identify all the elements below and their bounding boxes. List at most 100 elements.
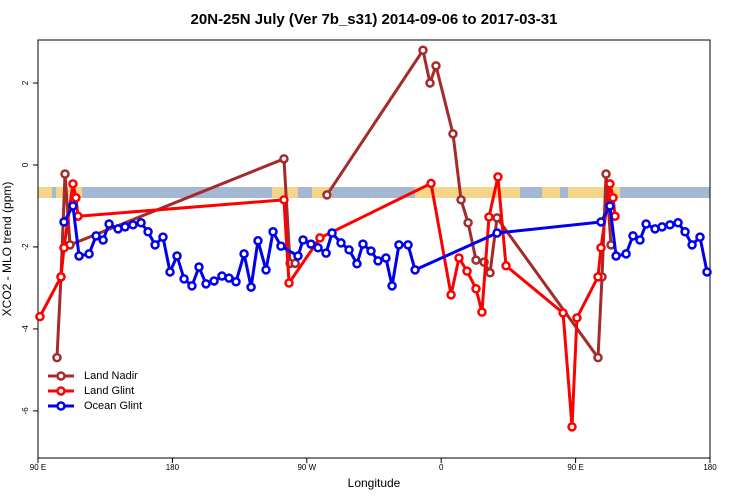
- data-point: [680, 227, 690, 237]
- data-point: [628, 231, 638, 241]
- x-tick-label: 90 W: [297, 463, 316, 472]
- data-point: [373, 256, 383, 266]
- data-point: [344, 245, 354, 255]
- series-line: [325, 46, 613, 362]
- data-point: [59, 243, 69, 253]
- data-point: [84, 249, 94, 259]
- data-point: [485, 268, 495, 278]
- data-point: [462, 266, 472, 276]
- chart-title: 20N-25N July (Ver 7b_s31) 2014-09-06 to …: [191, 11, 558, 28]
- data-point: [306, 239, 316, 249]
- data-point: [687, 240, 697, 250]
- legend-label: Ocean Glint: [84, 400, 142, 412]
- data-point: [91, 231, 101, 241]
- data-point: [471, 255, 481, 265]
- data-point: [673, 218, 683, 228]
- legend-marker: [56, 386, 66, 396]
- legend-marker: [56, 401, 66, 411]
- legend-label: Land Glint: [84, 385, 134, 397]
- data-point: [695, 232, 705, 242]
- data-point: [493, 172, 503, 182]
- data-point: [387, 281, 397, 291]
- data-point: [394, 240, 404, 250]
- x-tick-label: 90 E: [30, 463, 46, 472]
- data-point: [635, 235, 645, 245]
- land-patch: [542, 187, 560, 198]
- y-tick-label: 2: [21, 80, 30, 85]
- data-point: [484, 212, 494, 222]
- land-patch: [415, 187, 520, 198]
- data-point: [621, 249, 631, 259]
- data-point: [52, 352, 62, 363]
- y-axis-label: XCO2 - MLO trend (ppm): [0, 182, 14, 317]
- data-point: [601, 169, 611, 179]
- x-tick-label: 180: [703, 463, 717, 472]
- data-point: [352, 259, 362, 269]
- data-point: [431, 61, 441, 71]
- data-point: [446, 290, 456, 300]
- legend-marker: [56, 371, 66, 381]
- data-point: [477, 307, 487, 317]
- land-patch: [568, 187, 620, 198]
- data-point: [209, 276, 219, 286]
- land-patch: [312, 187, 332, 198]
- data-point: [608, 193, 618, 203]
- data-point: [492, 213, 502, 223]
- data-point: [657, 222, 667, 232]
- data-point: [410, 265, 420, 275]
- data-point: [35, 311, 45, 322]
- data-point: [143, 227, 153, 237]
- data-point: [298, 235, 308, 245]
- data-point: [321, 248, 331, 258]
- data-point: [596, 217, 606, 227]
- data-point: [246, 282, 256, 292]
- x-tick-label: 90 E: [567, 463, 583, 472]
- legend-label: Land Nadir: [84, 370, 138, 382]
- data-point: [425, 78, 435, 88]
- data-point: [158, 232, 168, 242]
- data-point: [593, 352, 603, 363]
- data-point: [593, 272, 603, 282]
- data-point: [194, 262, 204, 272]
- data-point: [665, 220, 675, 230]
- data-point: [59, 217, 69, 227]
- x-axis-label: Longitude: [348, 476, 401, 490]
- y-tick-label: -6: [21, 407, 30, 415]
- data-point: [471, 284, 481, 294]
- data-point: [456, 195, 466, 205]
- x-tick-label: 180: [166, 463, 180, 472]
- ocean-band: [38, 187, 710, 198]
- land-patch: [38, 187, 52, 198]
- data-point: [261, 265, 271, 275]
- data-point: [322, 190, 332, 200]
- land-patch: [56, 187, 82, 198]
- data-point: [179, 274, 189, 284]
- data-point: [104, 219, 114, 229]
- data-point: [120, 222, 130, 232]
- data-point: [327, 228, 337, 238]
- data-point: [276, 241, 286, 251]
- data-point: [60, 169, 70, 179]
- data-point: [284, 278, 294, 288]
- data-point: [68, 201, 78, 211]
- data-point: [136, 218, 146, 228]
- y-tick-label: 0: [21, 162, 30, 167]
- data-point: [293, 251, 303, 261]
- data-point: [426, 178, 436, 189]
- plot-frame: [37, 39, 711, 459]
- data-point: [702, 267, 712, 277]
- data-point: [448, 129, 458, 139]
- data-point: [279, 195, 289, 205]
- data-point: [567, 422, 577, 432]
- x-tick-label: 0: [439, 463, 444, 472]
- y-tick-label: -2: [21, 243, 30, 251]
- data-point: [641, 219, 651, 229]
- data-point: [358, 239, 368, 249]
- data-point: [224, 273, 234, 283]
- data-point: [172, 251, 182, 261]
- data-point: [366, 246, 376, 256]
- data-point: [231, 277, 241, 287]
- data-point: [239, 249, 249, 259]
